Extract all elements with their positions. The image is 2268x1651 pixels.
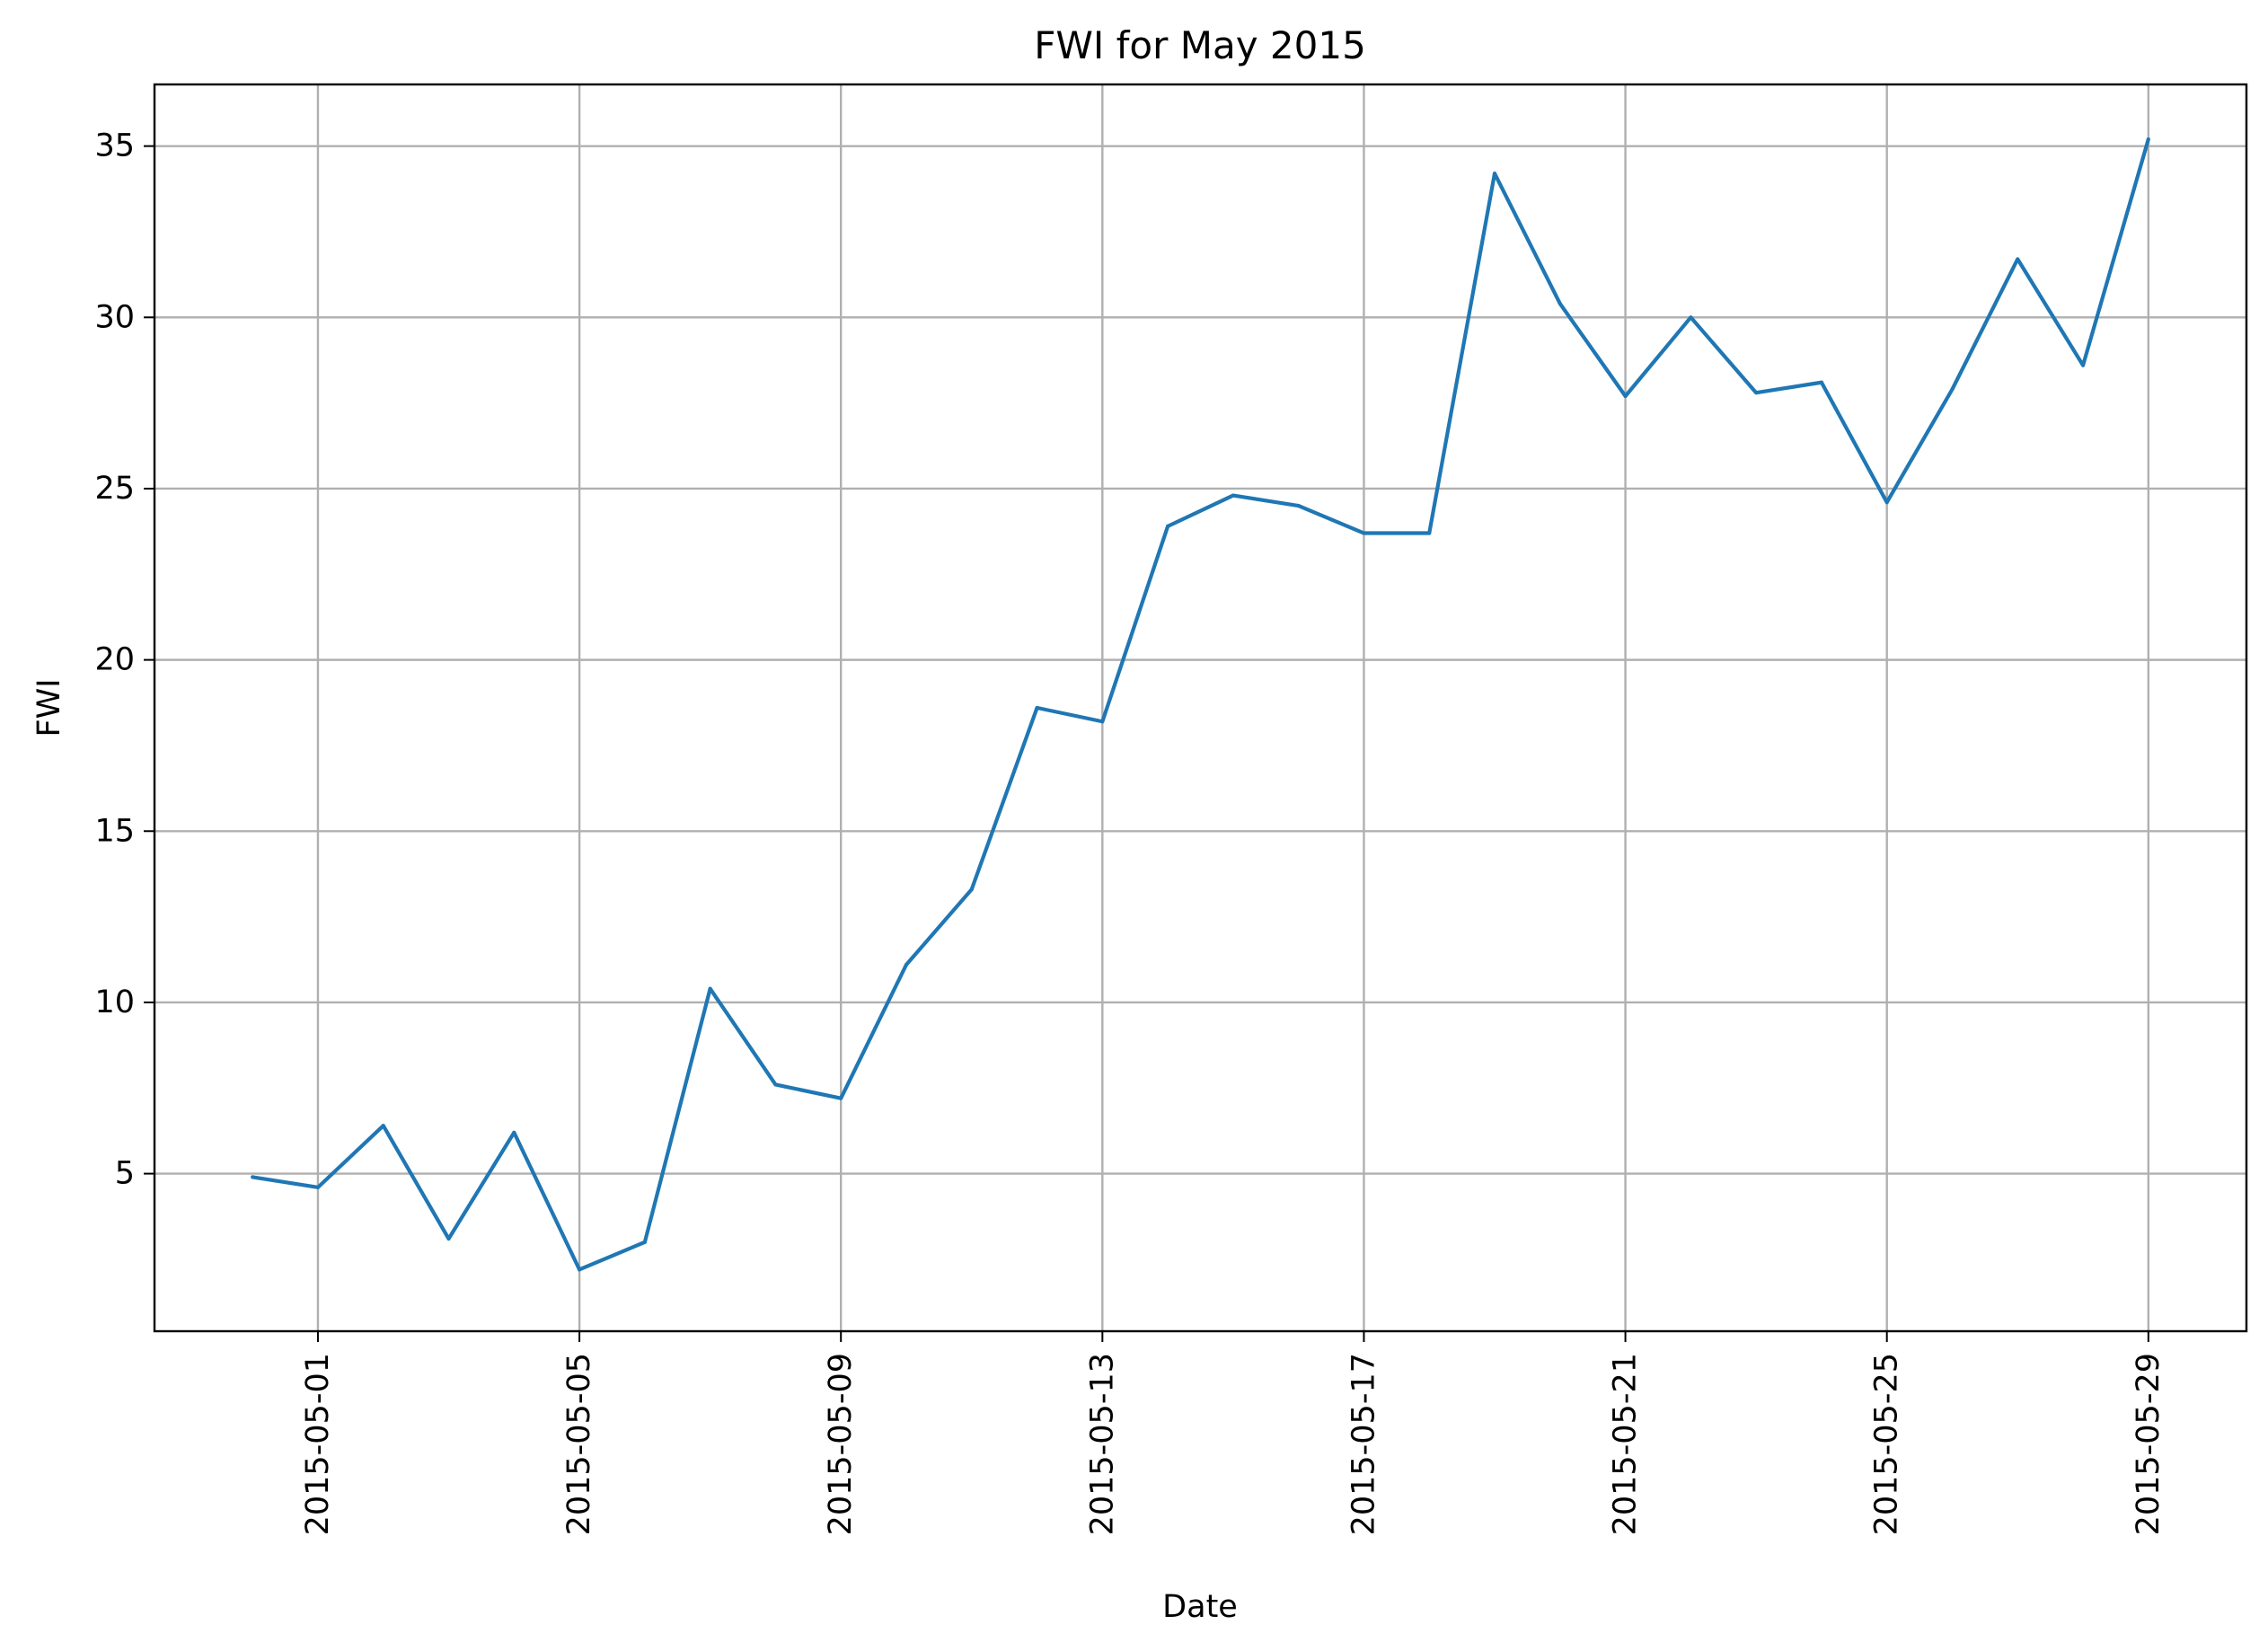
fwi-series-line bbox=[252, 138, 2150, 1272]
data-point bbox=[2016, 257, 2020, 261]
data-point bbox=[1558, 301, 1562, 306]
data-point bbox=[381, 1124, 385, 1128]
data-point bbox=[1950, 387, 1955, 392]
data-point bbox=[1362, 531, 1366, 535]
y-tick-label: 30 bbox=[94, 299, 135, 335]
chart-title: FWI for May 2015 bbox=[1034, 23, 1366, 67]
y-tick-label: 35 bbox=[94, 128, 135, 164]
x-axis: 2015-05-01 2015-05-05 2015-05-09 2015-05-13… bbox=[300, 1331, 2167, 1535]
x-tick-label: 2015-05-25 bbox=[1869, 1353, 1905, 1535]
data-point bbox=[969, 887, 974, 892]
x-tick-label: 2015-05-17 bbox=[1346, 1353, 1381, 1535]
y-axis: 5 10 15 20 25 30 35 bbox=[94, 128, 154, 1192]
data-point bbox=[1689, 315, 1693, 320]
data-point bbox=[2080, 363, 2086, 367]
x-axis-title: Date bbox=[1162, 1589, 1238, 1625]
x-tick-label: 2015-05-01 bbox=[300, 1353, 336, 1535]
y-tick-label: 5 bbox=[115, 1156, 135, 1192]
data-point bbox=[773, 1082, 778, 1087]
data-point bbox=[1166, 524, 1170, 529]
y-tick-label: 10 bbox=[94, 984, 135, 1020]
y-tick-label: 15 bbox=[94, 813, 135, 849]
data-point bbox=[2146, 137, 2150, 142]
data-point bbox=[251, 1175, 255, 1179]
data-point bbox=[1427, 531, 1432, 535]
data-point bbox=[904, 962, 909, 967]
data-point bbox=[1623, 393, 1628, 399]
data-point bbox=[1884, 500, 1889, 505]
data-point bbox=[512, 1130, 516, 1135]
x-tick-label: 2015-05-29 bbox=[2131, 1353, 2167, 1535]
data-point bbox=[1819, 380, 1824, 384]
x-tick-label: 2015-05-13 bbox=[1084, 1353, 1120, 1535]
plot-frame bbox=[153, 83, 2248, 1333]
data-point bbox=[1231, 493, 1235, 498]
data-point bbox=[1100, 720, 1105, 724]
data-point bbox=[315, 1185, 321, 1189]
data-point bbox=[839, 1096, 843, 1100]
data-point bbox=[577, 1267, 582, 1272]
x-tick-label: 2015-05-21 bbox=[1608, 1353, 1644, 1535]
y-axis-title: FWI bbox=[31, 678, 67, 737]
data-point bbox=[1754, 391, 1759, 395]
data-point bbox=[708, 986, 712, 991]
data-point bbox=[446, 1236, 451, 1241]
y-tick-label: 20 bbox=[94, 642, 135, 678]
series-layer bbox=[251, 137, 2150, 1272]
grid bbox=[154, 84, 2246, 1331]
x-tick-label: 2015-05-09 bbox=[823, 1353, 859, 1535]
x-tick-label: 2015-05-05 bbox=[561, 1353, 597, 1535]
data-point bbox=[642, 1240, 647, 1244]
data-point bbox=[1035, 705, 1039, 711]
data-point bbox=[1296, 503, 1301, 508]
y-tick-label: 25 bbox=[94, 471, 135, 507]
data-point bbox=[1492, 172, 1497, 176]
